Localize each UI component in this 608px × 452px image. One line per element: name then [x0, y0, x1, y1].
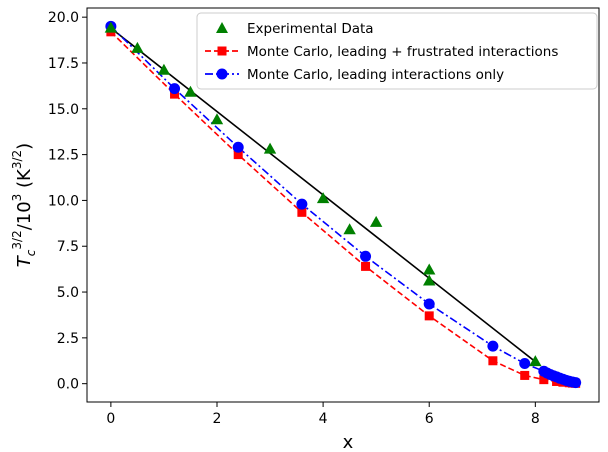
- frustrated-point: [520, 370, 530, 380]
- y-axis-label-sub: c: [24, 249, 38, 256]
- y-axis-label-main: T: [14, 254, 35, 267]
- y-tick-label: 12.5: [48, 148, 79, 164]
- experimental-point: [423, 274, 436, 286]
- experimental-point: [343, 223, 356, 235]
- y-axis-label-rest: /10: [14, 201, 35, 230]
- legend-marker-leading: [216, 68, 228, 80]
- x-tick-label: 6: [425, 411, 434, 427]
- experimental-point: [369, 215, 383, 227]
- frustrated-point: [539, 375, 549, 385]
- axis-ticks: 0 2 4 6 8 0.0 2.5 5.0 7.5 10.0 12.5 15.0 17.5 20.0: [48, 10, 540, 427]
- legend-marker-frustrated: [217, 46, 227, 56]
- experimental-point: [210, 113, 224, 125]
- experimental-point: [131, 41, 144, 53]
- y-axis-label-close: ): [14, 143, 35, 150]
- leading-point: [169, 83, 181, 95]
- y-tick-label: 0.0: [57, 377, 79, 393]
- x-tick-label: 0: [106, 411, 115, 427]
- leading-point: [360, 250, 372, 262]
- y-axis-label-unit: (K: [14, 168, 35, 194]
- legend-box: [196, 12, 598, 90]
- legend-label-frustrated: Monte Carlo, leading + frustrated intera…: [247, 44, 558, 60]
- experimental-point: [263, 142, 277, 154]
- experimental-point: [316, 192, 330, 204]
- x-tick-label: 8: [531, 411, 540, 427]
- y-tick-label: 10.0: [48, 193, 79, 209]
- y-tick-label: 17.5: [48, 56, 79, 72]
- y-axis-label-sup: 3/2: [10, 230, 24, 249]
- y-tick-label: 2.5: [57, 331, 79, 347]
- series-line-frustrated: [110, 31, 576, 385]
- experimental-point: [529, 355, 542, 367]
- experimental-point: [423, 263, 436, 275]
- legend-label-leading: Monte Carlo, leading interactions only: [247, 67, 504, 83]
- frustrated-point: [233, 150, 243, 160]
- frustrated-point: [488, 356, 498, 366]
- leading-point: [232, 141, 244, 153]
- y-axis-label-sup2: 3: [10, 194, 24, 202]
- y-tick-label: 5.0: [57, 285, 79, 301]
- legend-marker-experimental: [216, 22, 228, 33]
- x-axis-label: x: [343, 432, 354, 452]
- y-axis-label: Tc3/2/103 (K3/2): [10, 143, 38, 267]
- plot-frame: [86, 7, 600, 403]
- x-tick-label: 4: [319, 411, 328, 427]
- leading-point: [519, 358, 531, 370]
- y-axis-label-unit-sup: 3/2: [10, 150, 24, 169]
- leading-point: [487, 340, 499, 352]
- experimental-point: [157, 63, 171, 75]
- leading-point: [296, 198, 308, 210]
- y-tick-label: 15.0: [48, 102, 79, 118]
- y-tick-label: 7.5: [57, 239, 79, 255]
- frustrated-point: [361, 261, 371, 271]
- frustrated-point: [297, 207, 307, 217]
- x-tick-label: 2: [213, 411, 222, 427]
- plot-content: [104, 20, 582, 389]
- frustrated-point: [424, 311, 434, 321]
- legend: Experimental Data Monte Carlo, leading +…: [196, 12, 598, 90]
- y-tick-label: 20.0: [48, 10, 79, 26]
- experimental-point: [184, 85, 197, 97]
- legend-label-experimental: Experimental Data: [247, 21, 374, 37]
- experimental-point: [104, 21, 118, 33]
- leading-point: [570, 377, 582, 389]
- leading-point: [423, 298, 435, 310]
